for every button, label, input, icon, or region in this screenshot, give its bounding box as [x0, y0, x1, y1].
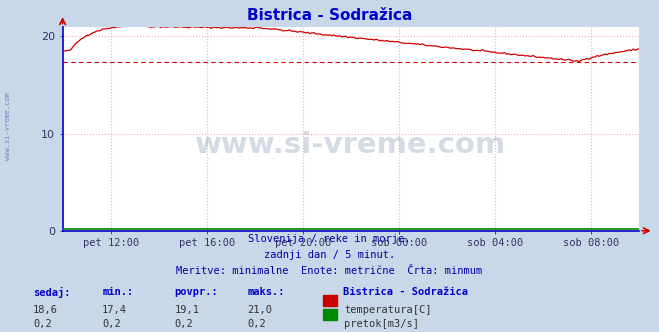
Text: 0,2: 0,2 — [102, 319, 121, 329]
Text: zadnji dan / 5 minut.: zadnji dan / 5 minut. — [264, 250, 395, 260]
Text: 0,2: 0,2 — [247, 319, 266, 329]
Text: Bistrica - Sodražica: Bistrica - Sodražica — [343, 287, 468, 297]
Text: pretok[m3/s]: pretok[m3/s] — [344, 319, 419, 329]
Text: temperatura[C]: temperatura[C] — [344, 305, 432, 315]
Text: Slovenija / reke in morje.: Slovenija / reke in morje. — [248, 234, 411, 244]
Text: www.si-vreme.com: www.si-vreme.com — [5, 92, 11, 160]
Text: min.:: min.: — [102, 287, 133, 297]
Text: 0,2: 0,2 — [33, 319, 51, 329]
Text: 0,2: 0,2 — [175, 319, 193, 329]
Text: Meritve: minimalne  Enote: metrične  Črta: minmum: Meritve: minimalne Enote: metrične Črta:… — [177, 266, 482, 276]
Text: maks.:: maks.: — [247, 287, 285, 297]
Text: www.si-vreme.com: www.si-vreme.com — [195, 131, 507, 159]
Text: 21,0: 21,0 — [247, 305, 272, 315]
Text: Bistrica - Sodražica: Bistrica - Sodražica — [247, 8, 412, 23]
Text: sedaj:: sedaj: — [33, 287, 71, 298]
Text: povpr.:: povpr.: — [175, 287, 218, 297]
Text: 17,4: 17,4 — [102, 305, 127, 315]
Text: 18,6: 18,6 — [33, 305, 58, 315]
Text: 19,1: 19,1 — [175, 305, 200, 315]
